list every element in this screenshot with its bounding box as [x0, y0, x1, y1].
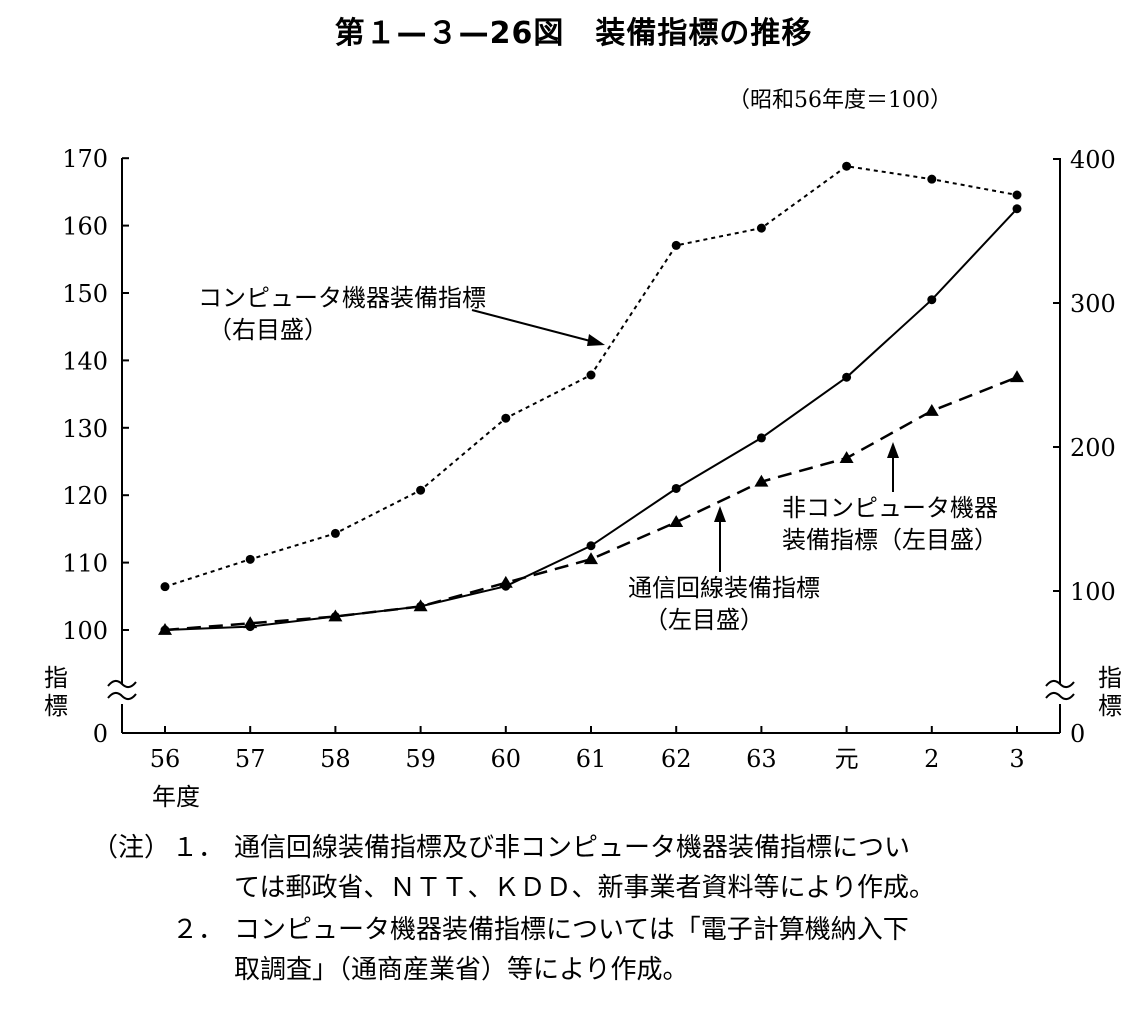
series-0-point-2: [330, 528, 340, 538]
series-2-point-0: [158, 623, 172, 635]
x-tick-label-8: 元: [835, 745, 859, 773]
y-right-label-char-2: 標: [1098, 692, 1122, 720]
x-tick-label-6: 62: [661, 745, 692, 773]
series-0-point-0: [160, 582, 170, 592]
note-1-line1: 通信回線装備指標及び非コンピュータ機器装備指標につい: [234, 833, 911, 863]
y-right-tick-label-4: 400: [1070, 146, 1116, 174]
y-left-tick-label-2: 110: [62, 550, 108, 578]
series-0-point-10: [1012, 190, 1022, 200]
y-right-label-char-1: 指: [1098, 664, 1122, 692]
series-2-point-4: [498, 575, 513, 588]
series-2-label-line2: 装備指標（左目盛）: [782, 526, 998, 554]
series-1-arrow-head: [714, 506, 726, 522]
x-tick-label-9: 2: [924, 745, 939, 773]
axis-break-right-1: [1045, 692, 1075, 700]
y-right-tick-label-0: 0: [1070, 720, 1085, 748]
series-0-arrow-line: [471, 309, 599, 344]
y-right-tick-label-1: 100: [1070, 578, 1116, 606]
series-1-line: [164, 208, 1018, 631]
y-left-tick-label-0: 0: [93, 720, 108, 748]
series-2-point-2: [328, 609, 343, 622]
series-0-point-6: [671, 240, 681, 250]
y-left-tick-label-8: 170: [62, 145, 108, 173]
series-2-point-9: [924, 403, 939, 416]
y-left-label-char-2: 標: [44, 692, 68, 720]
series-0-point-3: [416, 485, 426, 495]
series-2-point-3: [413, 599, 428, 612]
x-tick-label-0: 56: [150, 745, 181, 773]
axis-break-left-1: [107, 692, 137, 700]
y-left-tick-label-3: 120: [62, 482, 108, 510]
series-0-point-8: [842, 161, 852, 171]
x-tick-label-2: 58: [320, 745, 351, 773]
note-2-number: ２．: [172, 915, 225, 945]
series-0-point-5: [586, 370, 596, 380]
x-tick-label-1: 57: [235, 745, 266, 773]
series-2-point-6: [669, 515, 684, 528]
series-0-arrow-head: [587, 334, 605, 346]
y-left-tick-label-4: 130: [62, 415, 108, 443]
axis-break-left-0: [107, 680, 137, 688]
series-2-point-10: [1010, 370, 1024, 383]
series-2-point-1: [243, 616, 258, 629]
series-1-point-7: [756, 433, 766, 443]
series-1-point-5: [586, 541, 596, 551]
series-0-point-1: [245, 554, 255, 564]
series-0-label: コンピュータ機器装備指標: [198, 284, 486, 312]
x-tick-label-7: 63: [746, 745, 777, 773]
series-1-point-9: [927, 295, 937, 305]
series-0-point-9: [927, 174, 937, 184]
series-2-arrow-head: [887, 442, 899, 458]
series-0-point-4: [501, 413, 511, 423]
x-tick-label-10: 3: [1009, 745, 1024, 773]
x-tick-label-5: 61: [576, 745, 607, 773]
series-0-label-line2: （右目盛）: [208, 316, 328, 344]
series-2-point-7: [754, 474, 769, 487]
series-1-label-line2: （左目盛）: [644, 606, 764, 634]
base-year-note: （昭和56年度＝100）: [728, 88, 952, 113]
chart-title: 第１—３—26図 装備指標の推移: [334, 16, 813, 51]
notes-head: （注）: [92, 833, 171, 863]
y-left-tick-label-1: 100: [62, 617, 108, 645]
series-2-point-5: [584, 552, 598, 565]
y-left-label-char-1: 指: [44, 664, 68, 692]
x-axis-unit-label: 年度: [152, 783, 200, 811]
y-right-tick-label-2: 200: [1070, 434, 1116, 462]
line-chart: 01001101201301401501601700100200300400指標…: [44, 145, 1122, 811]
series-2-point-8: [839, 451, 854, 464]
series-1-point-6: [671, 483, 681, 493]
series-2-line: [164, 376, 1018, 632]
y-right-tick-label-3: 300: [1070, 290, 1116, 318]
series-1-point-10: [1012, 204, 1022, 214]
note-2-line2: 取調査」（通商産業省）等により作成。: [234, 955, 689, 985]
y-left-tick-label-7: 160: [62, 213, 108, 241]
series-0-point-7: [756, 223, 766, 233]
y-left-tick-label-5: 140: [62, 347, 108, 375]
x-tick-label-4: 60: [491, 745, 522, 773]
axis-break-right-0: [1045, 680, 1075, 688]
x-tick-label-3: 59: [405, 745, 436, 773]
note-1-number: １．: [172, 833, 225, 863]
series-1-label: 通信回線装備指標: [628, 574, 820, 602]
series-2-label: 非コンピュータ機器: [782, 494, 998, 522]
note-2-line1: コンピュータ機器装備指標については「電子計算機納入下: [234, 915, 909, 945]
y-left-tick-label-6: 150: [62, 280, 108, 308]
series-1-point-8: [842, 372, 852, 382]
note-1-line2: ては郵政省、ＮＴＴ、ＫＤＤ、新事業者資料等により作成。: [234, 873, 935, 903]
